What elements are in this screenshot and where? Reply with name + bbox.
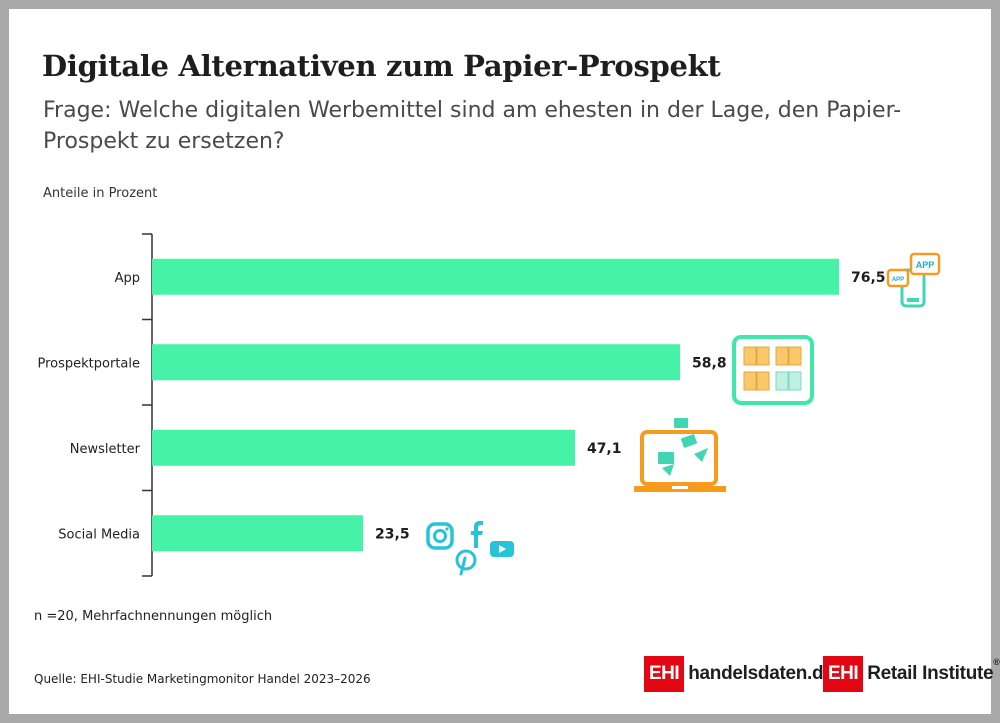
retail-institute-name: Retail Institute [867, 663, 994, 684]
retail-institute-logo-text: Retail Institute® [867, 657, 1000, 685]
app-icon: APP APP [886, 252, 941, 308]
registered-mark: ® [993, 657, 1000, 667]
app-label-large: APP [916, 260, 935, 270]
ehi-logo-box: EHI [823, 656, 864, 692]
youtube-icon [490, 541, 514, 557]
bar [152, 344, 681, 381]
bar [152, 429, 575, 466]
facebook-icon [471, 521, 483, 548]
newsletter-icon [634, 418, 726, 492]
handelsdaten-logo-text: handelsdaten.de [688, 663, 834, 684]
category-label: Social Media [58, 527, 140, 542]
value-label: 58,8 [692, 355, 727, 371]
value-label: 47,1 [587, 441, 622, 457]
ehi-handelsdaten-logo: EHI handelsdaten.de [644, 655, 834, 693]
instagram-icon [426, 522, 454, 550]
source-note: Quelle: EHI-Studie Marketingmonitor Hand… [34, 672, 371, 686]
chart-subtitle: Frage: Welche digitalen Werbemittel sind… [43, 98, 902, 154]
social-media-icon [426, 521, 514, 576]
app-label-small: APP [892, 277, 904, 283]
bar [152, 515, 364, 552]
ehi-retail-institute-logo: EHI Retail Institute® [823, 655, 1000, 693]
ehi-logo-box: EHI [644, 656, 685, 692]
category-label: Newsletter [70, 442, 141, 457]
unit-label: Anteile in Prozent [43, 186, 158, 201]
axis [142, 233, 153, 577]
category-label: App [115, 271, 140, 286]
bar [152, 258, 839, 295]
category-label: Prospektportale [38, 356, 141, 371]
pinterest-icon [455, 549, 477, 576]
value-label: 76,5 [851, 270, 886, 286]
sample-note: n =20, Mehrfachnennungen möglich [34, 609, 273, 624]
chart-title: Digitale Alternativen zum Papier-Prospek… [42, 49, 721, 83]
brochure-portal-icon [732, 335, 814, 405]
value-label: 23,5 [375, 526, 410, 542]
bars: App 76,5 Prospektportale 58,8 Newsletter 47,1… [38, 258, 886, 552]
